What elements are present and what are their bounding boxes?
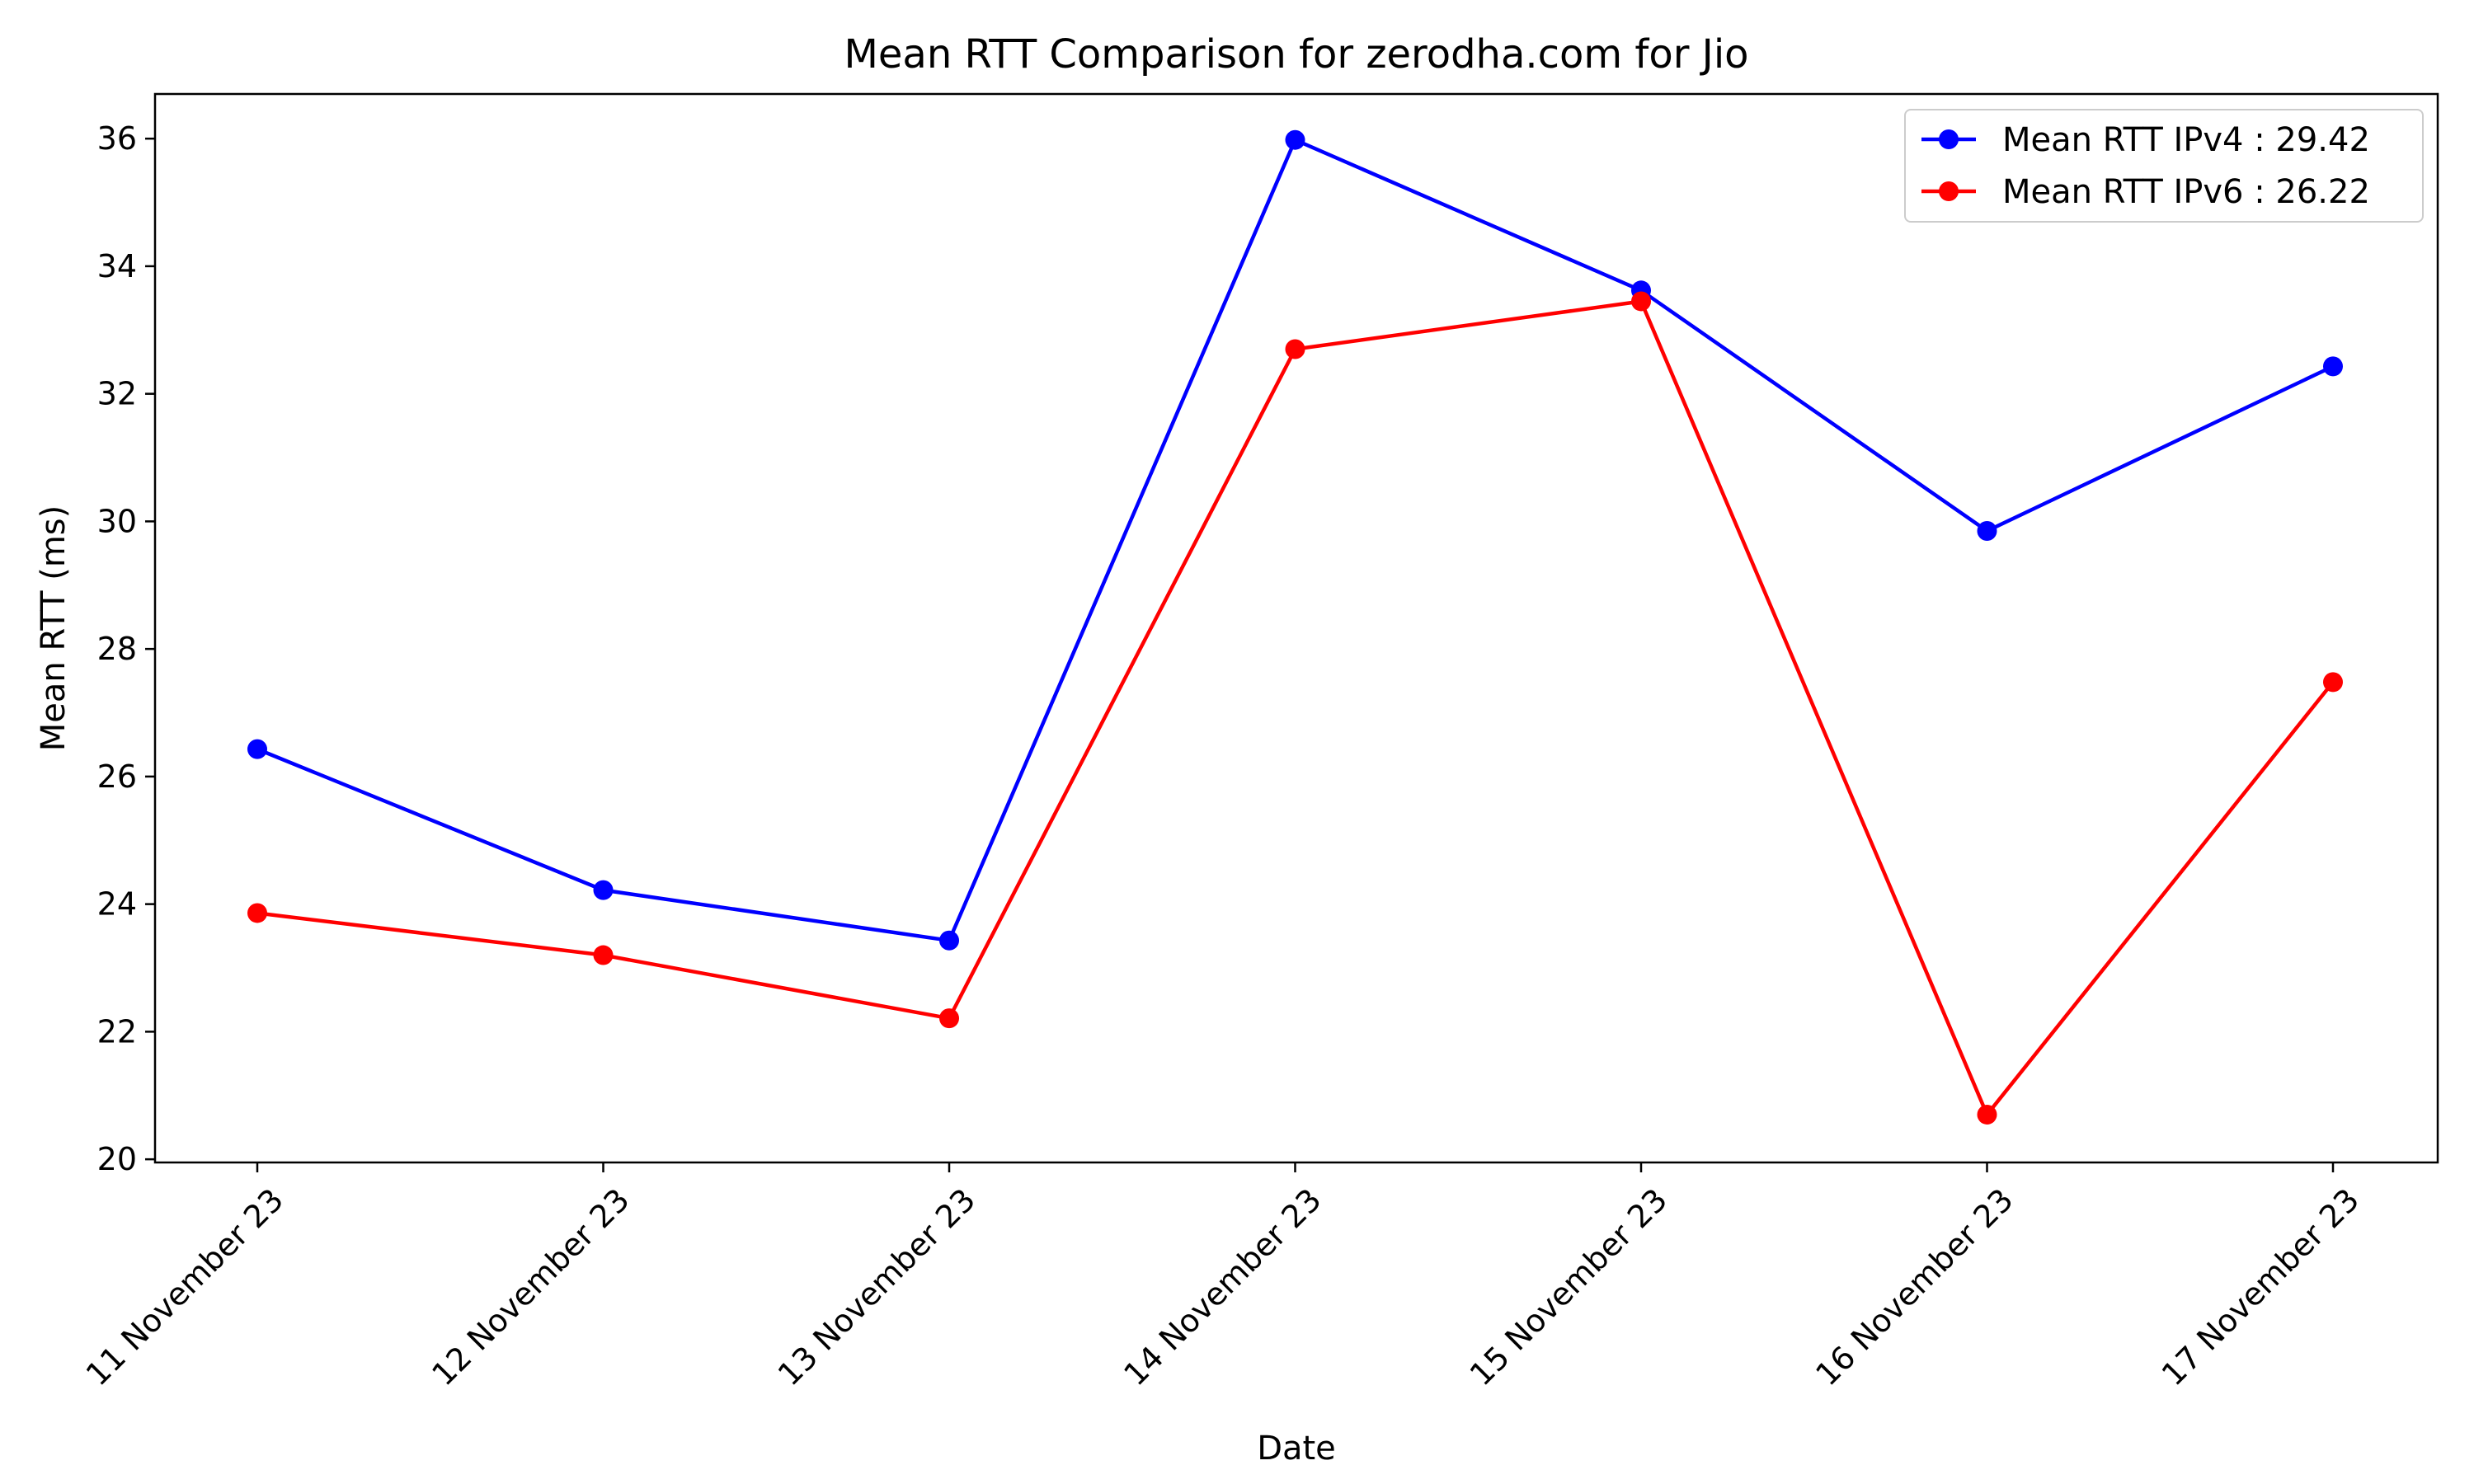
y-tick-label: 28 [97,631,137,667]
data-point [939,930,959,951]
y-tick-label: 32 [97,376,137,412]
data-point [939,1008,959,1029]
data-point [1977,1104,1997,1125]
y-tick-label: 30 [97,503,137,539]
y-axis: 20 22 24 26 28 30 32 34 36 [97,120,155,1177]
legend-label: Mean RTT IPv4 : 29.42 [2002,121,2370,159]
data-point [2323,672,2343,693]
y-axis-label: Mean RTT (ms) [35,505,73,751]
legend-entry: Mean RTT IPv6 : 26.22 [1921,173,2370,211]
legend-marker [1939,181,1959,201]
data-point [1285,129,1305,150]
data-point [1631,291,1651,312]
data-point [1285,339,1305,359]
data-point [2323,356,2343,377]
series-ipv4 [247,129,2343,951]
legend-label: Mean RTT IPv6 : 26.22 [2002,173,2370,211]
data-point [593,945,614,965]
y-tick-label: 34 [97,248,137,284]
legend: Mean RTT IPv4 : 29.42 Mean RTT IPv6 : 26.… [1904,109,2424,223]
y-tick-label: 36 [97,120,137,157]
legend-entry: Mean RTT IPv4 : 29.42 [1921,121,2370,159]
series-ipv6 [247,291,2343,1125]
series-layer [247,129,2343,1125]
legend-marker [1939,129,1959,149]
legend-frame [1904,109,2424,223]
y-tick-label: 22 [97,1013,137,1050]
chart-title: Mean RTT Comparison for zerodha.com for … [844,31,1748,77]
plot-area-frame [153,92,2439,1164]
y-tick-label: 20 [97,1141,137,1177]
data-point [247,739,267,759]
data-point [593,880,614,900]
data-point [247,903,267,923]
y-tick-label: 26 [97,758,137,795]
x-axis-label: Date [1257,1430,1336,1468]
y-tick-label: 24 [97,886,137,923]
data-point [1977,521,1997,542]
